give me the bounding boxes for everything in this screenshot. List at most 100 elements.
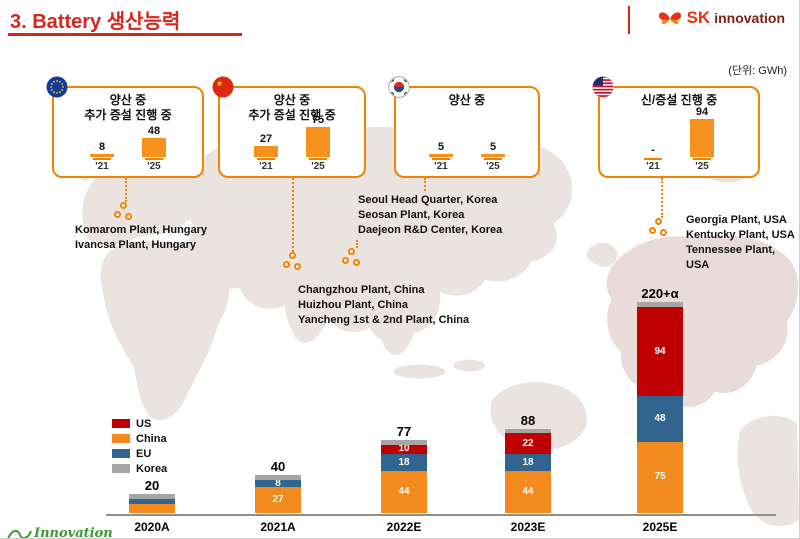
category-label: 2020A xyxy=(134,520,170,534)
mini-bar-chart: - '21 94 '25 xyxy=(600,106,758,172)
mini-bar-value: 94 xyxy=(695,106,709,119)
bar-segment-eu xyxy=(129,498,175,504)
bar-segment-value: 27 xyxy=(272,494,284,506)
connector-line-eu xyxy=(125,178,127,202)
legend-label: US xyxy=(136,417,152,430)
bar-total-label: 20 xyxy=(144,478,160,493)
bar-segment-value: 48 xyxy=(654,412,666,424)
location-marker-icon xyxy=(348,248,355,255)
location-marker-icon xyxy=(353,259,360,266)
legend-swatch xyxy=(112,419,130,428)
mini-bar-value: 48 xyxy=(147,124,161,137)
mini-bar-chart: 27 '21 75 '25 xyxy=(220,114,364,172)
bar-segment-value: 44 xyxy=(522,486,534,498)
bar-total-label: 88 xyxy=(520,413,536,429)
bar-segment-china: 44 xyxy=(505,471,551,513)
stacked-bar-2021A: 27 8 xyxy=(255,475,301,513)
mini-bar xyxy=(481,154,505,157)
footer-logo-text: Innovation xyxy=(34,526,113,539)
mini-bar xyxy=(429,154,453,157)
bar-segment-value: 22 xyxy=(522,437,534,449)
bar-segment-us: 22 xyxy=(505,433,551,455)
mini-bar-x-label: '25 xyxy=(695,161,709,172)
mini-bar-value: 27 xyxy=(259,133,273,146)
bar-segment-value: 18 xyxy=(398,456,410,468)
location-marker-icon xyxy=(125,213,132,220)
location-marker-icon xyxy=(649,227,656,234)
location-marker-icon xyxy=(283,261,290,268)
stacked-bar-2023E: 44 18 22 xyxy=(505,429,551,513)
mini-bar-x-label: '25 xyxy=(486,161,500,172)
mini-axis-tick xyxy=(644,158,662,160)
legend-swatch xyxy=(112,434,130,443)
stacked-bar-2020A xyxy=(129,494,175,513)
bar-segment-korea xyxy=(381,439,427,445)
plant-label: Komarom Plant, Hungary xyxy=(75,224,208,236)
sk-innovation-logo: SK innovation xyxy=(657,8,785,28)
cn-flag-icon xyxy=(212,76,234,98)
mini-bar xyxy=(690,119,714,157)
mini-bar xyxy=(254,146,278,157)
chart-legend: US China EU Korea xyxy=(112,416,167,476)
callout-title: 양산 중 xyxy=(448,93,486,107)
bar-segment-korea xyxy=(637,302,683,307)
us-flag-icon xyxy=(592,76,614,98)
legend-swatch xyxy=(112,449,130,458)
mini-bar-chart: 8 '21 48 '25 xyxy=(54,125,202,172)
bar-segment-eu: 18 xyxy=(381,454,427,472)
mini-axis-tick xyxy=(93,158,111,160)
bar-segment-value: 75 xyxy=(654,471,666,483)
eu-flag-icon xyxy=(46,76,68,98)
mini-bar-x-label: '21 xyxy=(95,161,109,172)
kr-flag-icon xyxy=(388,76,410,98)
location-marker-icon xyxy=(120,202,127,209)
bar-segment-value: 18 xyxy=(522,456,534,468)
plant-label: Huizhou Plant, China xyxy=(298,298,408,311)
bar-segment-value: 10 xyxy=(398,444,410,455)
bar-segment-eu: 48 xyxy=(637,396,683,442)
bar-segment-china: 27 xyxy=(255,487,301,513)
legend-label: China xyxy=(136,432,167,445)
legend-item-eu: EU xyxy=(112,446,167,461)
bar-segment-china: 44 xyxy=(381,471,427,513)
mini-axis-tick xyxy=(257,158,275,160)
logo-divider xyxy=(628,6,630,34)
bar-segment-us: 10 xyxy=(381,444,427,455)
mini-bar-x-label: '25 xyxy=(147,161,161,172)
location-marker-cluster xyxy=(114,202,134,222)
innovation-logo-text: innovation xyxy=(714,10,785,26)
mini-axis-tick xyxy=(693,158,711,160)
mini-bar xyxy=(90,153,114,157)
location-marker-icon xyxy=(342,257,349,264)
mini-bar-value: 5 xyxy=(437,141,445,153)
footer-logo: Innovation xyxy=(6,526,113,539)
legend-item-china: China xyxy=(112,431,167,446)
category-label: 2022E xyxy=(386,520,422,534)
location-marker-cluster xyxy=(342,248,362,268)
plant-label: Changzhou Plant, China xyxy=(298,284,425,296)
sk-logo-text: SK xyxy=(686,8,711,27)
mini-bar-x-label: '25 xyxy=(311,161,325,172)
sk-butterfly-icon xyxy=(658,12,681,25)
callout-title: 양산 중 추가 증설 진행 중 xyxy=(84,93,172,122)
connector-line-korea xyxy=(424,178,426,191)
mini-axis-tick xyxy=(484,158,502,160)
bar-segment-value: 94 xyxy=(654,345,666,357)
mini-axis-tick xyxy=(145,158,163,160)
legend-item-us: US xyxy=(112,416,167,431)
x-axis-line xyxy=(106,514,776,516)
stacked-bar-2022E: 44 18 10 xyxy=(381,439,427,513)
legend-item-korea: Korea xyxy=(112,461,167,476)
legend-label: Korea xyxy=(136,462,168,475)
plant-label: Daejeon R&D Center, Korea xyxy=(358,223,503,236)
unit-label: (단위: GWh) xyxy=(728,65,787,77)
bar-total-label: 40 xyxy=(270,459,286,474)
bar-segment-value: 44 xyxy=(398,486,410,498)
location-marker-icon xyxy=(660,229,667,236)
callout-title: 양산 중 추가 증설 진행 중 xyxy=(248,93,336,122)
plant-list-us: Georgia Plant, USA Kentucky Plant, USA Ten… xyxy=(686,213,799,272)
plant-label: Georgia Plant, USA xyxy=(686,214,787,226)
mini-axis-tick xyxy=(432,158,450,160)
title-underline xyxy=(8,33,242,36)
